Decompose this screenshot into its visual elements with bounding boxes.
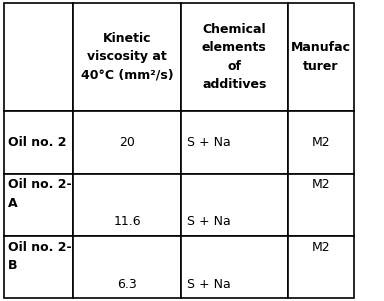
Bar (181, 173, 288, 236)
Text: M2: M2 (311, 178, 330, 191)
Bar (73, 173, 181, 236)
Text: 20: 20 (119, 135, 135, 149)
Text: 11.6: 11.6 (113, 215, 141, 228)
Text: S + Na: S + Na (187, 278, 231, 290)
Bar (4, 111, 73, 173)
Text: S + Na: S + Na (187, 135, 231, 149)
Bar (181, 3, 288, 111)
Text: M2: M2 (311, 135, 330, 149)
Bar (4, 236, 73, 298)
Text: Oil no. 2-
A: Oil no. 2- A (8, 178, 72, 210)
Bar (288, 111, 354, 173)
Bar (73, 3, 181, 111)
Bar (4, 173, 73, 236)
Bar (288, 3, 354, 111)
Text: S + Na: S + Na (187, 215, 231, 228)
Text: Oil no. 2: Oil no. 2 (8, 135, 66, 149)
Text: Oil no. 2-
B: Oil no. 2- B (8, 241, 72, 272)
Text: Kinetic
viscosity at
40°C (mm²/s): Kinetic viscosity at 40°C (mm²/s) (81, 32, 174, 82)
Text: Chemical
elements
of
additives: Chemical elements of additives (202, 23, 267, 91)
Bar (181, 236, 288, 298)
Bar (73, 236, 181, 298)
Bar (181, 111, 288, 173)
Bar (73, 111, 181, 173)
Bar (288, 236, 354, 298)
Bar (4, 3, 73, 111)
Bar (288, 173, 354, 236)
Text: 6.3: 6.3 (117, 278, 137, 290)
Text: Manufac
turer: Manufac turer (291, 41, 351, 73)
Text: M2: M2 (311, 241, 330, 254)
